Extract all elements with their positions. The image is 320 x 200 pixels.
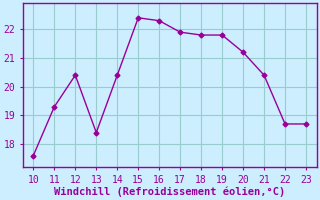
X-axis label: Windchill (Refroidissement éolien,°C): Windchill (Refroidissement éolien,°C) [54,186,285,197]
